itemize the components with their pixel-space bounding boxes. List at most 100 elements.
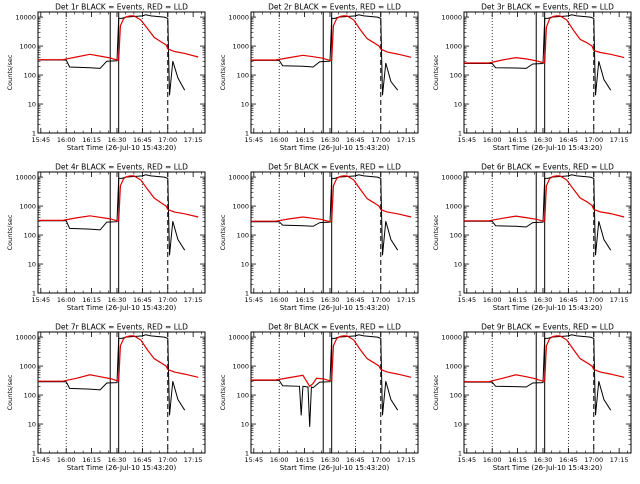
y-tick-label: 100 bbox=[237, 392, 249, 400]
x-tick-label: 16:00 bbox=[483, 296, 502, 304]
x-tick-label: 15:45 bbox=[457, 136, 476, 144]
x-tick-label: 17:15 bbox=[610, 456, 629, 464]
y-axis-label: Counts/sec bbox=[432, 214, 440, 250]
x-tick-label: 16:00 bbox=[270, 136, 289, 144]
x-tick-label: 16:30 bbox=[108, 136, 127, 144]
x-tick-label: 16:15 bbox=[508, 296, 527, 304]
series-group bbox=[464, 334, 625, 416]
x-tick-label: 16:15 bbox=[295, 296, 314, 304]
series-group bbox=[464, 174, 625, 256]
x-tick-label: 16:15 bbox=[82, 456, 101, 464]
panel-title: Det 7r BLACK = Events, RED = LLD bbox=[55, 323, 188, 332]
lld-series-line bbox=[464, 335, 625, 383]
x-tick-label: 16:30 bbox=[321, 456, 340, 464]
x-tick-label: 17:00 bbox=[584, 136, 603, 144]
y-tick-label: 10 bbox=[241, 261, 249, 269]
y-tick-label: 10 bbox=[454, 421, 462, 429]
panel-title: Det 5r BLACK = Events, RED = LLD bbox=[268, 163, 401, 172]
x-tick-label: 15:45 bbox=[244, 456, 263, 464]
y-tick-label: 1 bbox=[458, 290, 462, 298]
x-tick-label: 17:15 bbox=[397, 456, 416, 464]
series-group bbox=[38, 14, 199, 96]
x-tick-label: 16:45 bbox=[346, 296, 365, 304]
y-tick-label: 100 bbox=[450, 232, 462, 240]
lld-series-line bbox=[464, 175, 625, 222]
y-tick-label: 1000 bbox=[232, 203, 249, 211]
y-tick-label: 100 bbox=[237, 72, 249, 80]
events-series-line bbox=[251, 334, 399, 427]
plot-frame bbox=[37, 331, 206, 454]
events-series-line bbox=[464, 174, 612, 256]
events-series-line bbox=[251, 14, 399, 96]
x-tick-label: 15:45 bbox=[457, 456, 476, 464]
y-axis-label: Counts/sec bbox=[6, 214, 14, 250]
x-tick-label: 17:15 bbox=[610, 136, 629, 144]
x-tick-label: 17:00 bbox=[584, 296, 603, 304]
events-series-line bbox=[38, 14, 186, 96]
x-axis-label: Start Time (26-Jul-10 15:43:20) bbox=[67, 464, 177, 472]
y-tick-label: 1 bbox=[458, 130, 462, 138]
x-tick-label: 16:15 bbox=[295, 456, 314, 464]
y-tick-label: 1000 bbox=[445, 363, 462, 371]
y-tick-label: 10000 bbox=[441, 14, 462, 22]
x-tick-label: 16:45 bbox=[133, 136, 152, 144]
x-axis-label: Start Time (26-Jul-10 15:43:20) bbox=[67, 144, 177, 152]
events-series-line bbox=[38, 174, 186, 256]
x-tick-label: 16:00 bbox=[483, 456, 502, 464]
x-tick-label: 17:00 bbox=[158, 456, 177, 464]
y-tick-label: 1000 bbox=[445, 203, 462, 211]
y-axis-label: Counts/sec bbox=[6, 54, 14, 90]
y-axis-label: Counts/sec bbox=[6, 374, 14, 410]
panel-title: Det 8r BLACK = Events, RED = LLD bbox=[268, 323, 401, 332]
x-tick-label: 16:30 bbox=[321, 136, 340, 144]
lld-series-line bbox=[464, 15, 625, 64]
detector-panel-2r: Det 2r BLACK = Events, RED = LLD 1 10 100 10… bbox=[219, 3, 419, 152]
detector-panel-5r: Det 5r BLACK = Events, RED = LLD 1 10 100 10… bbox=[219, 163, 419, 312]
x-tick-label: 17:00 bbox=[158, 136, 177, 144]
x-axis-label: Start Time (26-Jul-10 15:43:20) bbox=[67, 304, 177, 312]
y-tick-label: 1 bbox=[245, 130, 249, 138]
y-tick-label: 1 bbox=[458, 450, 462, 458]
y-tick-label: 1000 bbox=[19, 43, 36, 51]
x-tick-label: 16:45 bbox=[346, 136, 365, 144]
plot-frame bbox=[37, 11, 206, 134]
lld-series-line bbox=[38, 175, 199, 222]
series-group bbox=[251, 174, 412, 256]
x-tick-label: 15:45 bbox=[244, 136, 263, 144]
x-tick-label: 16:00 bbox=[57, 296, 76, 304]
events-series-line bbox=[464, 334, 612, 416]
lld-series-line bbox=[251, 15, 412, 62]
x-tick-label: 15:45 bbox=[31, 136, 50, 144]
series-group bbox=[38, 334, 199, 416]
x-tick-label: 15:45 bbox=[457, 296, 476, 304]
x-tick-label: 16:45 bbox=[346, 456, 365, 464]
x-tick-label: 17:00 bbox=[158, 296, 177, 304]
x-tick-label: 16:00 bbox=[57, 456, 76, 464]
y-tick-label: 10000 bbox=[228, 14, 249, 22]
detector-panel-8r: Det 8r BLACK = Events, RED = LLD 1 10 100 10… bbox=[219, 323, 419, 472]
y-tick-label: 10000 bbox=[228, 174, 249, 182]
y-tick-label: 1000 bbox=[232, 363, 249, 371]
x-tick-label: 17:15 bbox=[610, 296, 629, 304]
x-axis-label: Start Time (26-Jul-10 15:43:20) bbox=[493, 144, 603, 152]
x-tick-label: 17:00 bbox=[584, 456, 603, 464]
events-series-line bbox=[464, 14, 612, 96]
y-tick-label: 10 bbox=[28, 101, 36, 109]
x-tick-label: 15:45 bbox=[31, 296, 50, 304]
x-axis-label: Start Time (26-Jul-10 15:43:20) bbox=[280, 304, 390, 312]
series-group bbox=[251, 14, 412, 96]
detector-panel-3r: Det 3r BLACK = Events, RED = LLD 1 10 100 10… bbox=[432, 3, 632, 152]
x-tick-label: 17:15 bbox=[184, 296, 203, 304]
lld-series-line bbox=[38, 335, 199, 382]
x-tick-label: 17:15 bbox=[184, 456, 203, 464]
lld-series-line bbox=[38, 15, 199, 61]
y-tick-label: 1000 bbox=[445, 43, 462, 51]
y-tick-label: 100 bbox=[24, 392, 36, 400]
x-tick-label: 16:45 bbox=[133, 456, 152, 464]
x-tick-label: 16:30 bbox=[534, 456, 553, 464]
x-tick-label: 16:00 bbox=[270, 296, 289, 304]
plot-frame bbox=[250, 331, 419, 454]
x-tick-label: 15:45 bbox=[31, 456, 50, 464]
